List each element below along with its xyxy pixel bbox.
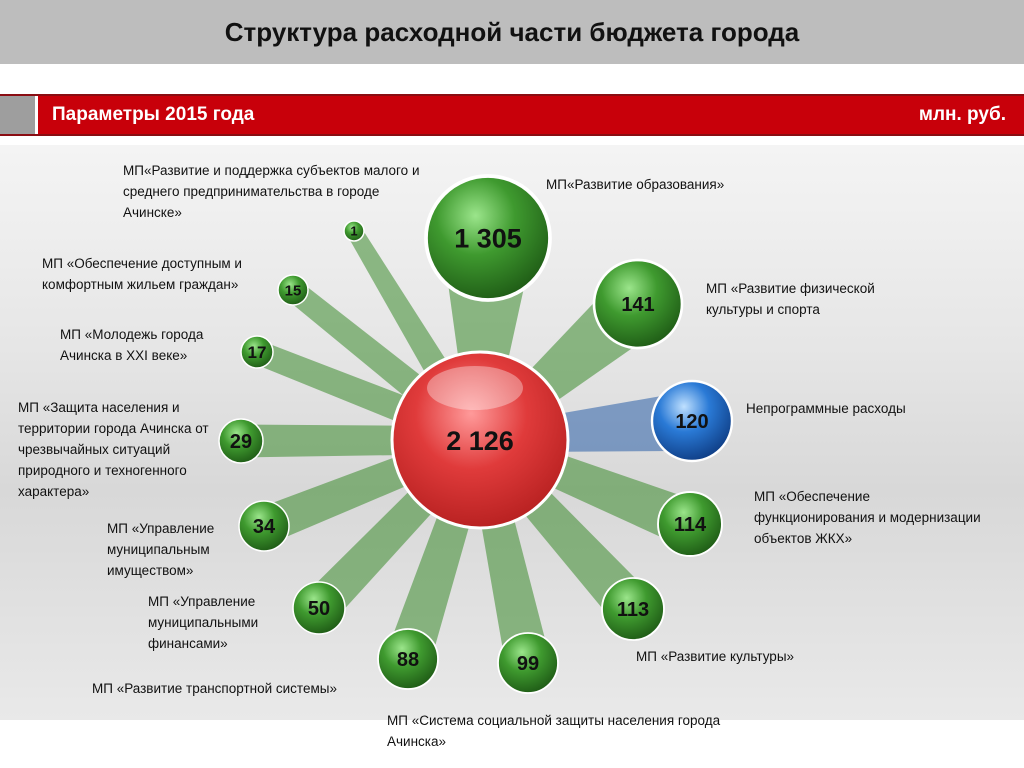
- bubble-youth: 17: [240, 335, 274, 369]
- bubble-zhkh: 114: [657, 491, 723, 557]
- bubble-culture: 113: [601, 577, 665, 641]
- bubble-value-small-business: 1: [350, 224, 357, 239]
- label-population-protection: МП «Защита населения и территории города…: [18, 400, 209, 499]
- bubble-circle-nonprogram: [650, 379, 734, 463]
- bubble-value-education: 1 305: [454, 223, 522, 253]
- title-bar: Структура расходной части бюджета города: [0, 0, 1024, 64]
- bubble-circle-population-protection: [218, 418, 264, 464]
- label-youth: МП «Молодежь города Ачинска в XXI веке»: [60, 327, 204, 363]
- center-bubble-circle: [390, 350, 570, 530]
- label-culture: МП «Развитие культуры»: [636, 649, 795, 664]
- bubble-circle-sport: [592, 258, 684, 350]
- parameters-bar-square: [0, 96, 38, 134]
- label-housing: МП «Обеспечение доступным и комфортным ж…: [42, 256, 242, 292]
- bubble-finance: 50: [292, 581, 346, 635]
- bubble-value-social-protection: 99: [517, 653, 539, 675]
- bubble-value-transport: 88: [397, 649, 419, 671]
- center-bubble: 2 126: [390, 350, 570, 530]
- bubble-circle-housing: [277, 274, 309, 306]
- bubble-nonprogram: 120: [650, 379, 734, 463]
- label-social-protection: МП «Система социальной защиты населения …: [387, 713, 721, 749]
- unit-label: млн. руб.: [918, 104, 1006, 125]
- label-education: МП«Развитие образования»: [546, 177, 725, 192]
- label-nonprogram: Непрограммные расходы: [746, 401, 906, 416]
- bubble-circle-education: [424, 174, 552, 302]
- bubble-value-zhkh: 114: [674, 514, 707, 536]
- parameters-bar: Параметры 2015 года млн. руб.: [0, 94, 1024, 136]
- bubble-value-population-protection: 29: [230, 431, 252, 453]
- bubble-circle-finance: [292, 581, 346, 635]
- bubble-value-youth: 17: [248, 343, 267, 362]
- label-property: МП «Управление муниципальным имуществом»: [107, 521, 215, 578]
- bubble-circle-small-business: [343, 220, 365, 242]
- center-bubble-highlight: [427, 366, 523, 410]
- bubbles-layer: 1 305 1 15 17 29 34 50 88 99 113 114 120 141 2 126: [218, 174, 734, 694]
- bubble-value-nonprogram: 120: [675, 411, 708, 433]
- bubble-value-finance: 50: [308, 598, 330, 620]
- bubble-small-business: 1: [343, 220, 365, 242]
- bubble-circle-culture: [601, 577, 665, 641]
- bubble-circle-transport: [377, 628, 439, 690]
- bubble-circle-youth: [240, 335, 274, 369]
- label-small-business: МП«Развитие и поддержка субъектов малого…: [123, 163, 420, 220]
- page-title: Структура расходной части бюджета города: [224, 16, 800, 47]
- bubble-social-protection: 99: [497, 632, 559, 694]
- center-value: 2 126: [446, 426, 514, 456]
- bubble-value-sport: 141: [621, 294, 654, 316]
- bubble-circle-zhkh: [657, 491, 723, 557]
- parameters-label: Параметры 2015 года: [52, 104, 255, 125]
- label-sport: МП «Развитие физической культуры и спорт…: [706, 281, 875, 317]
- bubble-circle-property: [238, 500, 290, 552]
- bubble-property: 34: [238, 500, 290, 552]
- label-transport: МП «Развитие транспортной системы»: [92, 681, 337, 696]
- bubble-value-property: 34: [253, 516, 276, 538]
- bubble-housing: 15: [277, 274, 309, 306]
- bubble-education: 1 305: [424, 174, 552, 302]
- bubble-population-protection: 29: [218, 418, 264, 464]
- bubble-value-housing: 15: [285, 282, 302, 299]
- bubble-sport: 141: [592, 258, 684, 350]
- label-zhkh: МП «Обеспечение функционирования и модер…: [754, 489, 981, 546]
- bubble-transport: 88: [377, 628, 439, 690]
- bubble-circle-social-protection: [497, 632, 559, 694]
- bubble-value-culture: 113: [617, 599, 649, 621]
- label-finance: МП «Управление муниципальными финансами»: [148, 594, 259, 651]
